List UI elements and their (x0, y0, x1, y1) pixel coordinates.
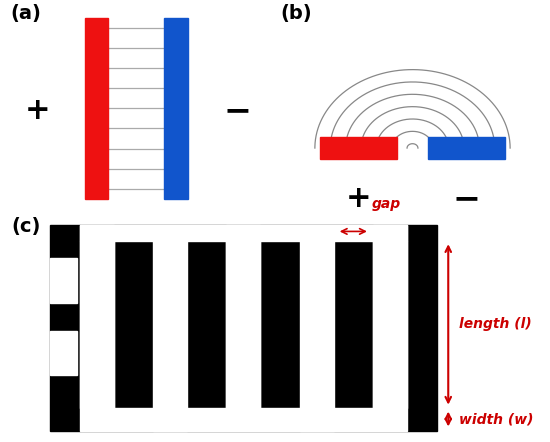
Bar (80, 225, 114, 408)
Text: −: − (224, 94, 252, 127)
Bar (373, 225, 407, 408)
Bar (50, 331, 77, 375)
Text: width (w): width (w) (459, 412, 534, 426)
Bar (227, 241, 261, 408)
Bar (80, 408, 407, 431)
Bar (50, 258, 77, 303)
Bar (373, 241, 407, 408)
Bar (153, 241, 187, 431)
Text: length (l): length (l) (459, 317, 532, 332)
Text: (c): (c) (11, 217, 40, 236)
Bar (428, 137, 505, 159)
Text: +: + (24, 96, 50, 125)
Bar (320, 137, 397, 159)
Bar (80, 225, 407, 241)
Bar (85, 18, 108, 199)
Bar (300, 241, 334, 431)
Bar (227, 225, 261, 408)
Text: −: − (452, 183, 480, 215)
Bar (50, 225, 437, 431)
Bar (164, 18, 188, 199)
Text: (a): (a) (11, 4, 42, 23)
Text: gap: gap (372, 197, 401, 211)
Text: (b): (b) (280, 4, 312, 23)
Text: +: + (346, 184, 372, 213)
Bar (80, 241, 114, 408)
